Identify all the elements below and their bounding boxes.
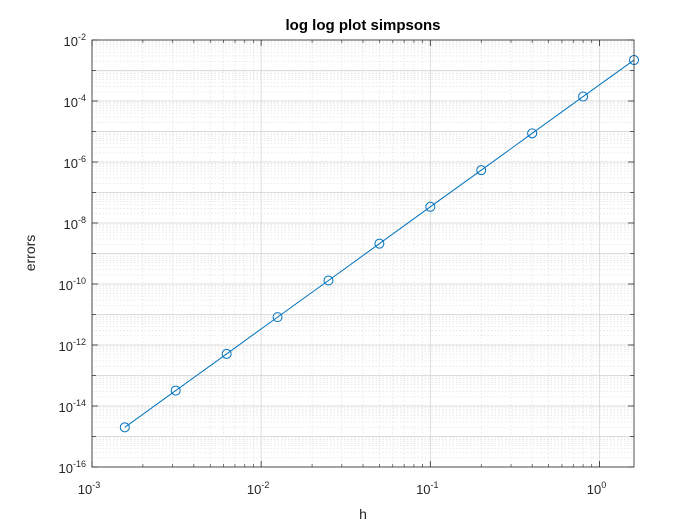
y-tick-label: 10-6 <box>64 154 86 171</box>
x-tick-label-base: 10 <box>587 482 601 497</box>
y-tick-label-exponent: -16 <box>73 459 86 469</box>
y-axis-label: errors <box>22 235 38 272</box>
y-tick-label: 10-2 <box>64 32 86 49</box>
x-tick-label: 10-3 <box>78 480 100 497</box>
y-tick-label-base: 10 <box>59 278 73 293</box>
x-tick-label-exponent: -3 <box>92 480 100 490</box>
data-point-marker <box>323 275 334 286</box>
y-tick-label-base: 10 <box>59 400 73 415</box>
x-tick-label: 10-1 <box>416 480 438 497</box>
y-tick-label-exponent: -12 <box>73 337 86 347</box>
x-tick-label-base: 10 <box>416 482 430 497</box>
y-tick-label-base: 10 <box>64 156 78 171</box>
x-tick-label-base: 10 <box>78 482 92 497</box>
x-axis-label: h <box>359 506 367 522</box>
y-tick-label: 10-4 <box>64 93 86 110</box>
x-tick-labels: 10-3 10-2 10-1 100 <box>78 480 606 497</box>
data-point-marker <box>374 238 385 249</box>
y-tick-label-base: 10 <box>59 339 73 354</box>
x-tick-label: 100 <box>587 480 606 497</box>
x-tick-label: 10-2 <box>247 480 269 497</box>
data-point-marker <box>221 348 232 359</box>
x-tick-label-exponent: 0 <box>601 480 606 490</box>
x-tick-label-base: 10 <box>247 482 261 497</box>
y-tick-label: 10-8 <box>64 215 86 232</box>
y-tick-label-exponent: -2 <box>78 32 86 42</box>
series-layer <box>119 55 639 433</box>
x-tick-label-exponent: -2 <box>261 480 269 490</box>
y-tick-label-exponent: -10 <box>73 276 86 286</box>
data-point-marker <box>272 312 283 323</box>
y-tick-label-base: 10 <box>64 34 78 49</box>
y-tick-label-base: 10 <box>64 95 78 110</box>
y-tick-label-exponent: -6 <box>78 154 86 164</box>
y-tick-label-base: 10 <box>59 461 73 476</box>
x-tick-label-exponent: -1 <box>431 480 439 490</box>
series-line <box>124 59 635 428</box>
y-tick-label: 10-16 <box>59 459 86 476</box>
chart-title: log log plot simpsons <box>286 17 441 34</box>
y-tick-label-exponent: -14 <box>73 398 86 408</box>
data-point-marker <box>527 128 538 139</box>
data-point-marker <box>578 91 589 102</box>
y-tick-label-base: 10 <box>64 217 78 232</box>
data-point-marker <box>476 165 487 176</box>
y-tick-label: 10-12 <box>59 337 86 354</box>
y-tick-label-exponent: -4 <box>78 93 86 103</box>
y-tick-label: 10-10 <box>59 276 86 293</box>
tick-marks <box>91 39 634 468</box>
y-tick-label-exponent: -8 <box>78 215 86 225</box>
data-point-marker <box>170 385 181 396</box>
data-point-marker <box>425 201 436 212</box>
y-tick-label: 10-14 <box>59 398 86 415</box>
data-point-marker <box>119 422 130 433</box>
